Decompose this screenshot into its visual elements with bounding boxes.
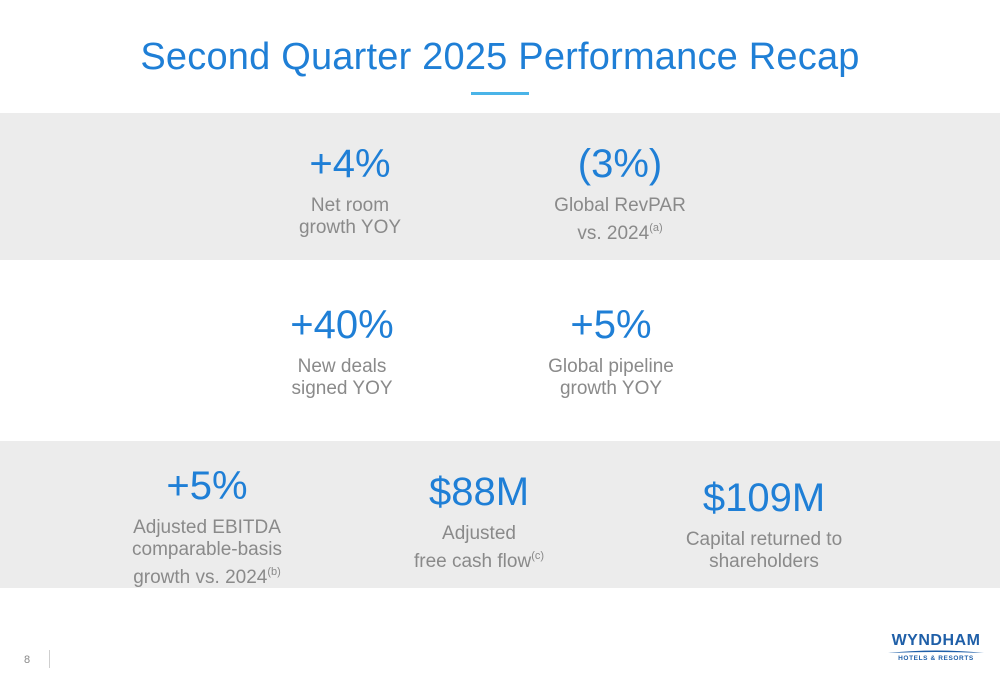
stats-band-1: +4% Net room growth YOY (3%) Global RevP… bbox=[0, 113, 1000, 260]
stat-capital-returned: $109M Capital returned to shareholders bbox=[654, 475, 874, 573]
stat-label-line: Net room bbox=[310, 195, 390, 216]
stat-value: +5% bbox=[166, 464, 248, 508]
stat-label-line: Global RevPAR bbox=[554, 195, 686, 216]
stat-label: Global pipeline growth YOY bbox=[511, 356, 711, 400]
stat-label-line: vs. 2024 bbox=[577, 223, 650, 244]
footnote-marker: (b) bbox=[267, 566, 281, 578]
stat-label-line: free cash flow bbox=[413, 551, 532, 572]
page-number-divider bbox=[49, 650, 50, 668]
stat-label-line: Adjusted EBITDA bbox=[133, 517, 281, 538]
slide-title: Second Quarter 2025 Performance Recap bbox=[140, 36, 860, 78]
stats-band-3: +5% Adjusted EBITDA comparable-basis gro… bbox=[0, 441, 1000, 588]
stat-label: Adjusted EBITDA comparable-basis growth … bbox=[102, 517, 312, 589]
stat-net-room-growth: +4% Net room growth YOY bbox=[250, 141, 450, 239]
footnote-marker: (a) bbox=[649, 222, 663, 234]
logo-tagline: HOTELS & RESORTS bbox=[898, 655, 974, 662]
stat-label-line: shareholders bbox=[709, 551, 819, 572]
stat-label-line: comparable-basis bbox=[132, 539, 282, 560]
stat-label-line: signed YOY bbox=[291, 378, 393, 399]
page-number: 8 bbox=[24, 654, 31, 666]
stat-label: Adjusted free cash flow(c) bbox=[374, 523, 584, 573]
stat-label-line: Global pipeline bbox=[548, 356, 674, 377]
stat-value: +40% bbox=[290, 303, 394, 347]
stat-global-pipeline: +5% Global pipeline growth YOY bbox=[511, 302, 711, 400]
stat-value: $88M bbox=[428, 470, 530, 514]
logo-swoosh-icon bbox=[888, 650, 984, 653]
stat-label: Capital returned to shareholders bbox=[654, 529, 874, 573]
stat-label-line: New deals bbox=[297, 356, 387, 377]
stat-global-revpar: (3%) Global RevPAR vs. 2024(a) bbox=[520, 141, 720, 245]
stat-label-line: Capital returned to bbox=[685, 529, 843, 550]
stat-label: New deals signed YOY bbox=[242, 356, 442, 400]
logo-wordmark: WYNDHAM bbox=[891, 632, 981, 649]
stat-new-deals: +40% New deals signed YOY bbox=[242, 302, 442, 400]
footnote-marker: (c) bbox=[531, 550, 545, 562]
stat-value: +5% bbox=[570, 303, 652, 347]
stat-label-line: growth YOY bbox=[559, 378, 663, 399]
stat-value: (3%) bbox=[577, 142, 663, 186]
stat-free-cash-flow: $88M Adjusted free cash flow(c) bbox=[374, 469, 584, 573]
stat-label-line: growth vs. 2024 bbox=[133, 567, 268, 588]
wyndham-logo: WYNDHAM HOTELS & RESORTS bbox=[886, 632, 986, 662]
stat-adjusted-ebitda: +5% Adjusted EBITDA comparable-basis gro… bbox=[102, 463, 312, 589]
stat-value: +4% bbox=[309, 142, 391, 186]
stat-label-line: growth YOY bbox=[298, 217, 402, 238]
stat-label: Net room growth YOY bbox=[250, 195, 450, 239]
stat-value: $109M bbox=[702, 476, 826, 520]
stat-label-line: Adjusted bbox=[442, 523, 516, 544]
stat-label: Global RevPAR vs. 2024(a) bbox=[520, 195, 720, 245]
title-underline bbox=[471, 92, 529, 95]
stats-band-2: +40% New deals signed YOY +5% Global pip… bbox=[0, 260, 1000, 441]
